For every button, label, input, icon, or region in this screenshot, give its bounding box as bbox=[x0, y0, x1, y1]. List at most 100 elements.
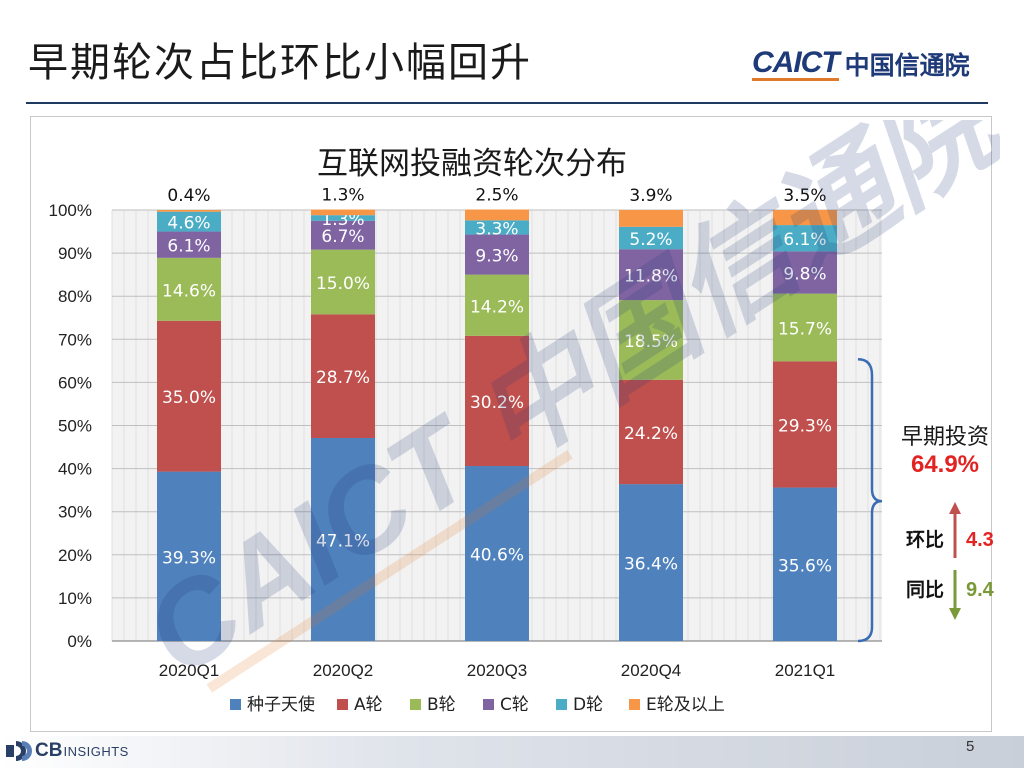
data-label: 2.5% bbox=[475, 186, 518, 206]
data-label: 3.3% bbox=[475, 219, 518, 239]
bar-segment bbox=[157, 231, 221, 258]
data-label: 1.3% bbox=[321, 186, 364, 206]
bar-segment bbox=[157, 320, 221, 472]
legend-label: C轮 bbox=[500, 695, 529, 715]
bar-segment bbox=[311, 215, 375, 221]
bar-segment bbox=[465, 209, 529, 221]
bar-segment bbox=[773, 210, 837, 226]
legend-swatch bbox=[629, 699, 640, 710]
footer-bar bbox=[0, 736, 1024, 768]
early-stage-value: 64.9% bbox=[911, 451, 979, 478]
bar-segment bbox=[773, 293, 837, 362]
qoq-arrow-up-icon bbox=[949, 502, 961, 514]
bar-segment bbox=[619, 484, 683, 641]
y-tick-label: 90% bbox=[58, 244, 92, 263]
data-label: 24.2% bbox=[624, 424, 678, 444]
data-label: 14.6% bbox=[162, 281, 216, 301]
bar-segment bbox=[465, 220, 529, 235]
bar-segment bbox=[619, 226, 683, 250]
bar-segment bbox=[311, 209, 375, 216]
data-label: 39.3% bbox=[162, 548, 216, 568]
cb-logo-sub: INSIGHTS bbox=[63, 743, 129, 759]
data-label: 5.2% bbox=[629, 230, 672, 250]
yoy-value: 9.4 bbox=[966, 579, 995, 601]
bar-segment bbox=[311, 249, 375, 315]
data-label: 6.1% bbox=[167, 237, 210, 257]
data-label: 15.7% bbox=[778, 319, 832, 339]
data-label: 36.4% bbox=[624, 555, 678, 575]
y-tick-label: 30% bbox=[58, 503, 92, 522]
legend-label: 种子天使 bbox=[247, 694, 315, 715]
y-tick-label: 60% bbox=[58, 373, 92, 392]
data-label: 30.2% bbox=[470, 393, 524, 413]
cb-logo-main: CB bbox=[35, 740, 63, 761]
cb-insights-logo: CB INSIGHTS bbox=[6, 738, 129, 764]
title-divider bbox=[26, 102, 988, 104]
bar-segment bbox=[311, 220, 375, 250]
bar-segment bbox=[619, 210, 683, 227]
legend-swatch bbox=[337, 699, 348, 710]
logo-latin-text: CAICT bbox=[752, 45, 840, 81]
data-label: 4.6% bbox=[167, 214, 210, 234]
data-label: 3.9% bbox=[629, 186, 672, 206]
bar-segment bbox=[773, 361, 837, 488]
data-label: 11.8% bbox=[624, 267, 678, 287]
logo-chinese-text: 中国信通院 bbox=[844, 51, 970, 80]
y-tick-label: 100% bbox=[49, 201, 92, 220]
data-label: 9.3% bbox=[475, 247, 518, 267]
bar-segment bbox=[619, 379, 683, 485]
data-label: 35.0% bbox=[162, 388, 216, 408]
slide-title: 早期轮次占比环比小幅回升 bbox=[28, 40, 532, 86]
data-label: 28.7% bbox=[316, 368, 370, 388]
data-label: 3.5% bbox=[783, 186, 826, 206]
bar-segment bbox=[619, 249, 683, 301]
bar-segment bbox=[157, 211, 221, 232]
bar-segment bbox=[465, 274, 529, 336]
legend-label: B轮 bbox=[427, 695, 456, 715]
cb-insights-mark-icon bbox=[6, 741, 32, 761]
yoy-label: 同比 bbox=[906, 579, 944, 601]
caict-logo: CAICT 中国信通院 bbox=[752, 46, 970, 82]
data-label: 14.2% bbox=[470, 297, 524, 317]
early-stage-label: 早期投资 bbox=[901, 425, 989, 450]
x-tick-label: 2020Q1 bbox=[159, 661, 220, 680]
legend-label: E轮及以上 bbox=[646, 695, 725, 715]
data-label: 15.0% bbox=[316, 274, 370, 294]
qoq-label: 环比 bbox=[906, 529, 944, 551]
bar-segment bbox=[465, 234, 529, 275]
legend-label: A轮 bbox=[354, 695, 383, 715]
bar-segment bbox=[773, 251, 837, 294]
yoy-arrow-down-icon bbox=[949, 608, 961, 620]
bar-segment bbox=[311, 314, 375, 438]
bar-segment bbox=[465, 466, 529, 641]
bar-segment bbox=[619, 300, 683, 380]
legend-swatch bbox=[483, 699, 494, 710]
bar-segment bbox=[773, 225, 837, 252]
early-stage-bracket bbox=[857, 358, 883, 643]
y-tick-label: 40% bbox=[58, 460, 92, 479]
bar-segment bbox=[311, 437, 375, 641]
y-tick-label: 20% bbox=[58, 546, 92, 565]
y-tick-label: 80% bbox=[58, 287, 92, 306]
y-tick-label: 0% bbox=[67, 632, 92, 651]
data-label: 47.1% bbox=[316, 531, 370, 551]
x-tick-label: 2020Q2 bbox=[313, 661, 374, 680]
data-label: 6.1% bbox=[783, 230, 826, 250]
qoq-value: 4.3 bbox=[966, 529, 994, 551]
bar-segment bbox=[157, 471, 221, 641]
legend-swatch bbox=[556, 699, 567, 710]
bar-segment bbox=[157, 257, 221, 321]
y-tick-label: 10% bbox=[58, 589, 92, 608]
data-label: 6.7% bbox=[321, 227, 364, 247]
data-label: 40.6% bbox=[470, 546, 524, 566]
legend-label: D轮 bbox=[573, 695, 603, 715]
x-tick-label: 2020Q4 bbox=[621, 661, 682, 680]
data-label: 18.5% bbox=[624, 332, 678, 352]
data-label: 0.4% bbox=[167, 186, 210, 206]
chart-title: 互联网投融资轮次分布 bbox=[317, 146, 627, 182]
y-tick-label: 50% bbox=[58, 417, 92, 436]
y-tick-label: 70% bbox=[58, 330, 92, 349]
bar-segment bbox=[157, 210, 221, 212]
legend-swatch bbox=[410, 699, 421, 710]
